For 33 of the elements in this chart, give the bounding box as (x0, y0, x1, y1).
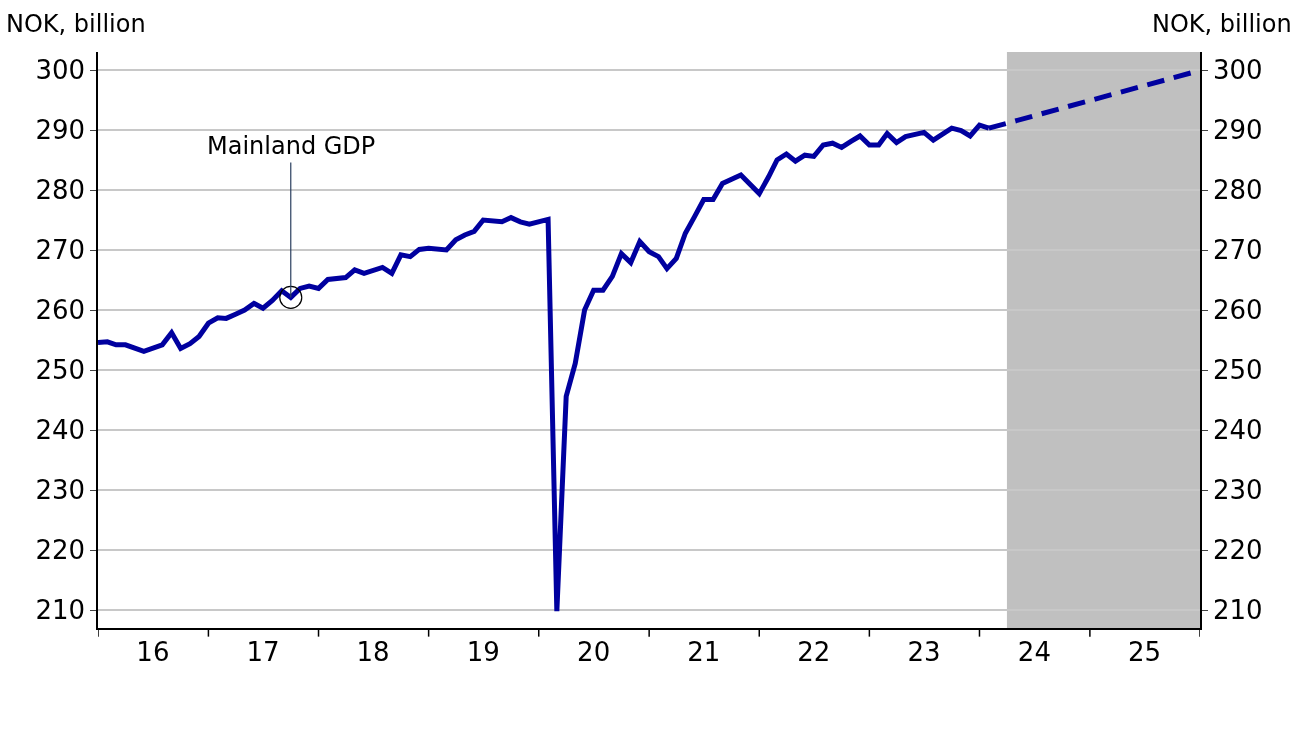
x-tick-label: 17 (246, 636, 280, 667)
y-tick-label: 290 (35, 115, 86, 146)
y2-tick-label: 290 (1212, 115, 1263, 146)
y2-tick-label: 230 (1212, 475, 1263, 506)
y-tick-label: 260 (35, 295, 86, 326)
x-tick-label: 16 (136, 636, 170, 667)
x-tick-label: 22 (797, 636, 831, 667)
x-tick-label: 21 (687, 636, 721, 667)
x-tick-label: 18 (356, 636, 390, 667)
x-tick-label: 25 (1127, 636, 1162, 667)
x-tick-label: 24 (1017, 636, 1051, 667)
y2-tick-label: 260 (1212, 295, 1263, 326)
y2-tick-label: 220 (1212, 535, 1263, 566)
annotation: Mainland GDP (207, 132, 376, 160)
y2-tick-label: 300 (1212, 55, 1263, 86)
y2-tick-label: 270 (1212, 235, 1263, 266)
y-tick-label: 300 (35, 55, 86, 86)
y2-axis-title: NOK, billion (1152, 10, 1292, 38)
y-tick-label: 240 (35, 415, 86, 446)
y2-tick-label: 240 (1212, 415, 1263, 446)
y-tick-label: 230 (35, 475, 86, 506)
y2-tick-label: 210 (1212, 595, 1263, 626)
x-tick-label: 19 (466, 636, 500, 667)
y-axis-title: NOK, billion (6, 10, 146, 38)
y2-tick-label: 250 (1212, 355, 1263, 386)
y-tick-label: 220 (35, 535, 86, 566)
y-tick-label: 280 (35, 175, 86, 206)
y-tick-label: 270 (35, 235, 86, 266)
y-tick-label: 250 (35, 355, 86, 386)
y-tick-label: 210 (35, 595, 86, 626)
x-tick-label: 23 (907, 636, 941, 667)
y2-tick-label: 280 (1212, 175, 1263, 206)
x-tick-label: 20 (577, 636, 611, 667)
